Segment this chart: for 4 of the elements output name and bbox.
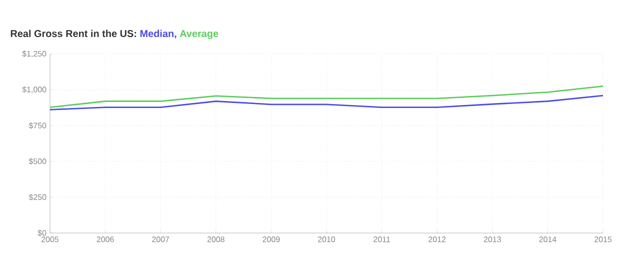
line-series — [49, 94, 604, 110]
text: Median, — [140, 30, 176, 39]
chart-title: Real Gross Rent in the US: — [10, 30, 136, 38]
text: Average — [180, 30, 218, 40]
